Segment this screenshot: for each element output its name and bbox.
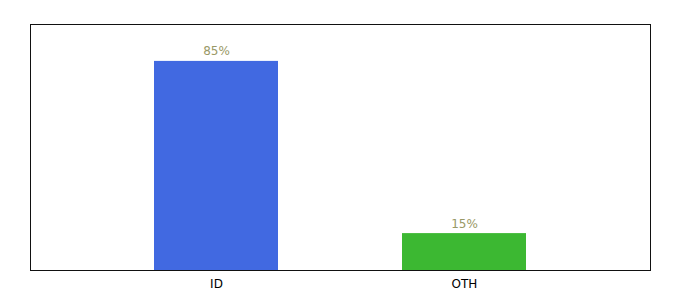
- svg-text:85%: 85%: [203, 44, 230, 58]
- svg-text:15%: 15%: [451, 217, 478, 231]
- svg-text:OTH: OTH: [452, 277, 478, 291]
- svg-text:ID: ID: [210, 277, 223, 291]
